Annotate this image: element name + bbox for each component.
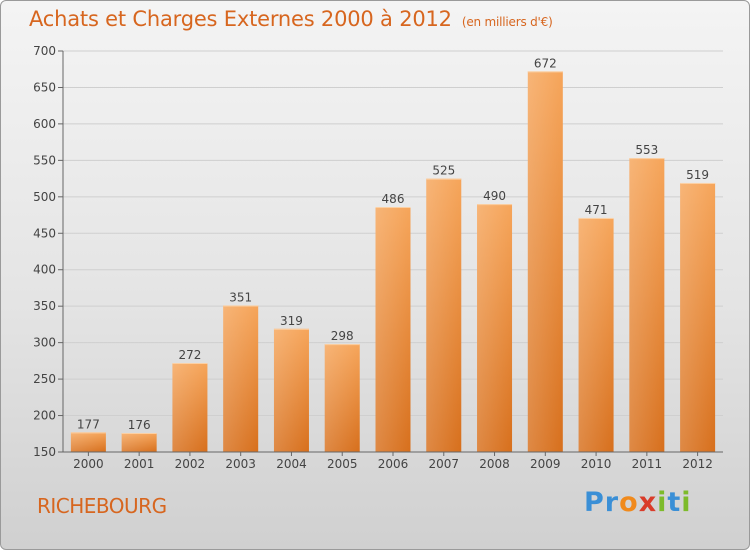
bar-value-label: 177	[77, 417, 100, 431]
logo-letter: x	[638, 487, 658, 518]
x-tick-label: 2003	[225, 457, 256, 471]
x-tick-label: 2000	[73, 457, 104, 471]
x-tick-label: 2001	[124, 457, 155, 471]
y-tick-label: 400	[33, 263, 56, 277]
chart-title: Achats et Charges Externes 2000 à 2012 (e…	[29, 7, 553, 31]
y-tick-label: 450	[33, 226, 56, 240]
x-axis: 2000 2001 2002 2003 2004 2005 2006 2007 2008 2009…	[63, 451, 723, 471]
x-tick-label: 2008	[479, 457, 510, 471]
bar-value-label: 672	[534, 56, 557, 70]
x-tick-label: 2004	[276, 457, 307, 471]
bar-highlight	[375, 207, 411, 452]
y-tick-label: 600	[33, 117, 56, 131]
bar-value-label: 298	[331, 329, 354, 343]
bar-value-label: 319	[280, 314, 303, 328]
logo-letter: P	[584, 487, 605, 518]
y-tick-label: 150	[33, 445, 56, 459]
logo-letter: i	[681, 487, 692, 518]
y-tick-label: 500	[33, 190, 56, 204]
bar-value-label: 272	[178, 348, 201, 362]
y-tick-label: 250	[33, 372, 56, 386]
bar-value-label: 471	[585, 203, 608, 217]
bar-value-label: 486	[382, 192, 405, 206]
x-tick-label: 2007	[428, 457, 459, 471]
city-name: RICHEBOURG	[37, 494, 167, 518]
chart-title-text: Achats et Charges Externes 2000 à 2012	[29, 7, 452, 31]
logo-letter: r	[604, 487, 620, 518]
chart-subtitle: (en milliers d'€)	[461, 15, 553, 29]
y-tick-label: 300	[33, 336, 56, 350]
bars: 177 176 272 351 319 298 486 525 490 672 471 553 519	[70, 56, 716, 452]
y-axis: 150 200 250 300 350 400 450 500 550 600 650 700	[33, 44, 64, 459]
y-tick-label: 200	[33, 409, 56, 423]
bar-value-label: 351	[229, 290, 252, 304]
x-tick-label: 2006	[378, 457, 409, 471]
x-tick-label: 2005	[327, 457, 358, 471]
x-tick-label: 2012	[682, 457, 713, 471]
logo-letter: t	[667, 487, 682, 518]
bar-value-label: 490	[483, 189, 506, 203]
bar-highlight	[273, 328, 309, 452]
logo-letter: i	[657, 487, 668, 518]
bar-highlight	[527, 71, 563, 452]
bar-highlight	[324, 344, 360, 452]
bar-highlight	[426, 178, 462, 452]
bar-highlight	[223, 305, 259, 452]
x-tick-label: 2009	[530, 457, 561, 471]
y-tick-label: 650	[33, 80, 56, 94]
proxiti-logo: Proxiti	[584, 487, 692, 518]
x-tick-label: 2010	[581, 457, 612, 471]
bar-value-label: 553	[635, 143, 658, 157]
bar-value-label: 525	[432, 164, 455, 178]
bar-highlight	[629, 158, 665, 452]
bar-highlight	[172, 363, 208, 452]
bar-highlight	[121, 433, 157, 452]
x-tick-label: 2002	[175, 457, 206, 471]
logo-letter: o	[619, 487, 639, 518]
y-tick-label: 700	[33, 44, 56, 58]
bar-highlight	[477, 204, 513, 452]
y-tick-label: 350	[33, 299, 56, 313]
y-tick-label: 550	[33, 153, 56, 167]
bar-value-label: 519	[686, 168, 709, 182]
bar-value-label: 176	[128, 418, 151, 432]
x-tick-label: 2011	[632, 457, 663, 471]
bar-highlight	[70, 432, 106, 452]
bar-highlight	[680, 182, 716, 452]
bar-highlight	[578, 217, 614, 452]
